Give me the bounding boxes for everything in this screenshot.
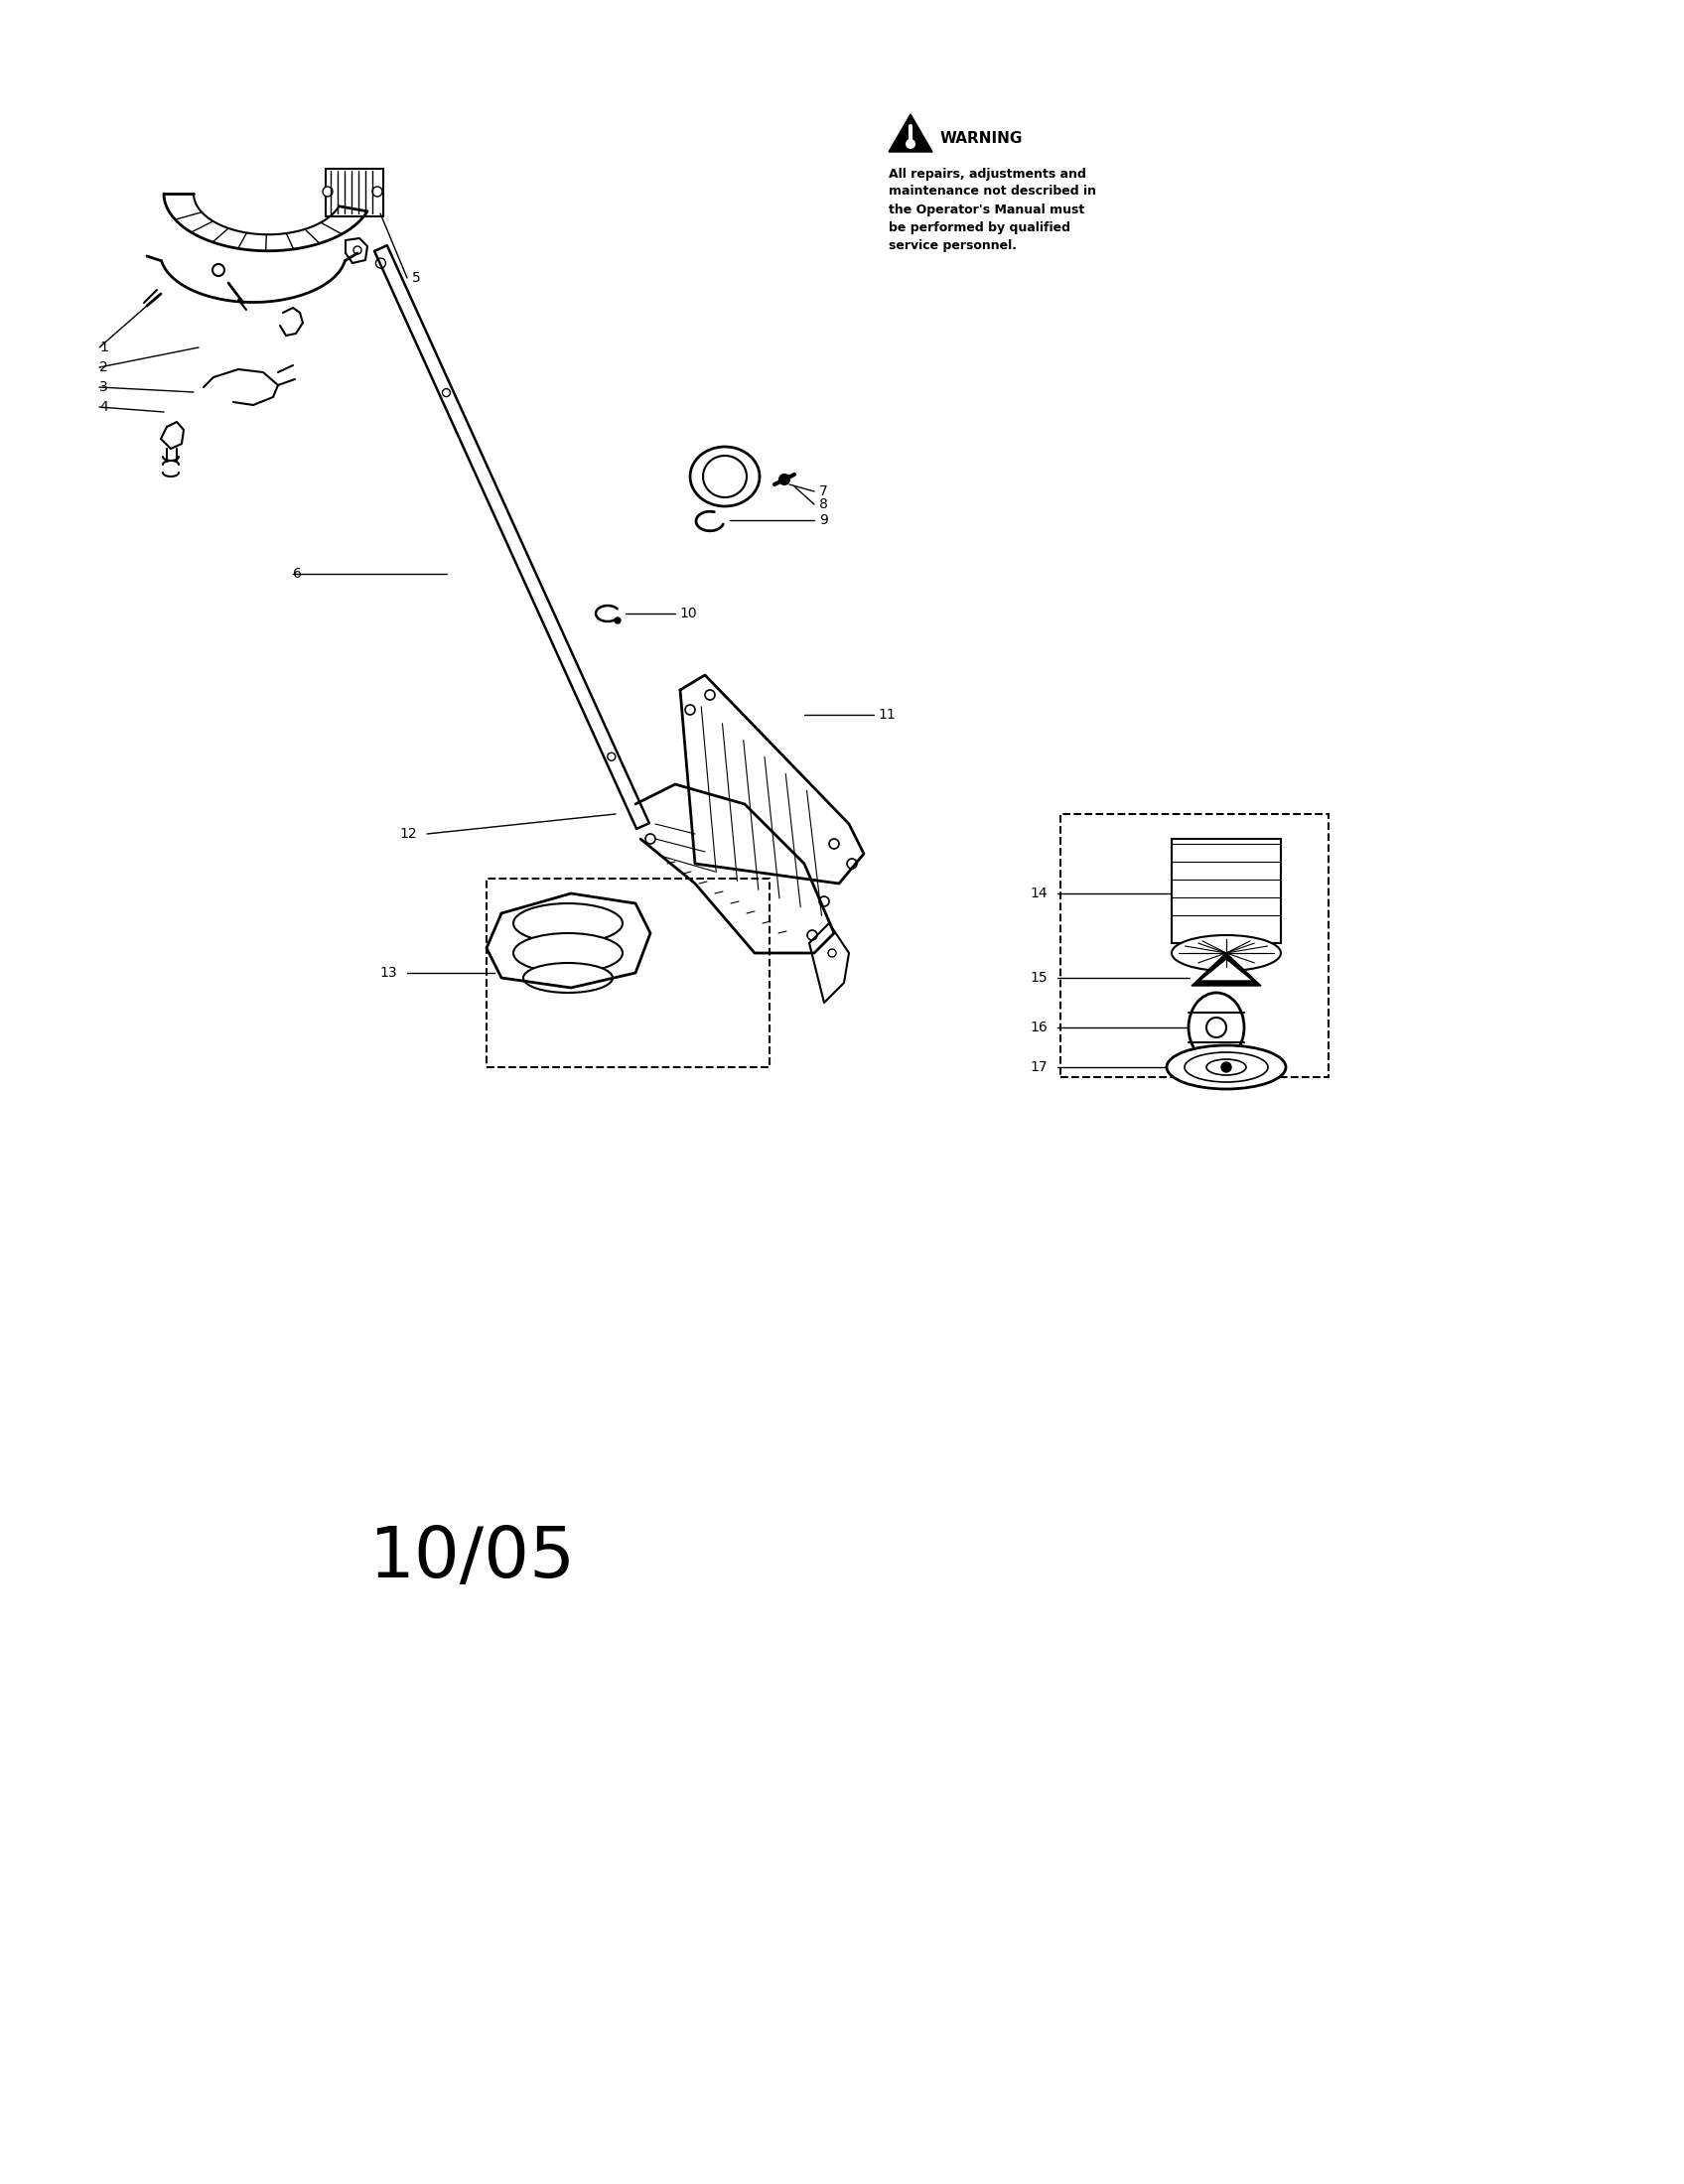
Text: 9: 9 — [818, 513, 829, 526]
Ellipse shape — [524, 963, 613, 994]
Circle shape — [372, 186, 382, 197]
Circle shape — [685, 705, 695, 714]
Text: 14: 14 — [1031, 887, 1047, 900]
Text: 16: 16 — [1031, 1020, 1047, 1035]
Text: 15: 15 — [1031, 972, 1047, 985]
Circle shape — [818, 895, 829, 906]
Text: WARNING: WARNING — [940, 131, 1024, 146]
Ellipse shape — [514, 933, 623, 972]
Circle shape — [212, 264, 224, 275]
Circle shape — [829, 950, 835, 957]
Ellipse shape — [1206, 1059, 1246, 1075]
Text: 11: 11 — [877, 708, 896, 721]
Text: 7: 7 — [818, 485, 829, 498]
Text: service personnel.: service personnel. — [889, 238, 1017, 251]
Polygon shape — [1199, 959, 1253, 981]
Text: be performed by qualified: be performed by qualified — [889, 221, 1071, 234]
Text: 4: 4 — [99, 400, 108, 415]
Ellipse shape — [1167, 1046, 1287, 1090]
Text: 13: 13 — [379, 965, 397, 981]
Text: All repairs, adjustments and: All repairs, adjustments and — [889, 168, 1086, 181]
Circle shape — [706, 690, 716, 699]
Circle shape — [906, 140, 916, 149]
Text: 8: 8 — [818, 498, 829, 511]
Text: 1: 1 — [99, 341, 108, 354]
Text: 10/05: 10/05 — [369, 1524, 574, 1592]
Ellipse shape — [1184, 1053, 1268, 1081]
Circle shape — [1206, 1018, 1226, 1037]
Text: 3: 3 — [99, 380, 108, 393]
Circle shape — [608, 753, 615, 760]
Polygon shape — [1192, 952, 1261, 985]
Circle shape — [780, 474, 790, 485]
Ellipse shape — [514, 904, 623, 943]
Ellipse shape — [1172, 935, 1282, 972]
Bar — [487, 878, 770, 1068]
Ellipse shape — [1189, 994, 1244, 1061]
Polygon shape — [889, 114, 933, 153]
Circle shape — [354, 247, 362, 253]
Circle shape — [443, 389, 450, 397]
Text: 2: 2 — [99, 360, 108, 373]
Circle shape — [1221, 1061, 1231, 1072]
Text: 5: 5 — [413, 271, 421, 284]
Text: maintenance not described in: maintenance not described in — [889, 186, 1096, 199]
Circle shape — [615, 618, 621, 622]
Circle shape — [376, 258, 386, 269]
Bar — [1172, 839, 1282, 943]
Text: 6: 6 — [293, 568, 301, 581]
Circle shape — [829, 839, 839, 850]
Bar — [1061, 815, 1329, 1077]
Text: 17: 17 — [1031, 1059, 1047, 1075]
Circle shape — [323, 186, 333, 197]
Circle shape — [847, 858, 857, 869]
Text: 12: 12 — [399, 828, 418, 841]
Text: the Operator's Manual must: the Operator's Manual must — [889, 203, 1084, 216]
Text: 10: 10 — [679, 607, 697, 620]
Circle shape — [807, 930, 817, 939]
Circle shape — [645, 834, 655, 843]
Bar — [325, 168, 384, 216]
